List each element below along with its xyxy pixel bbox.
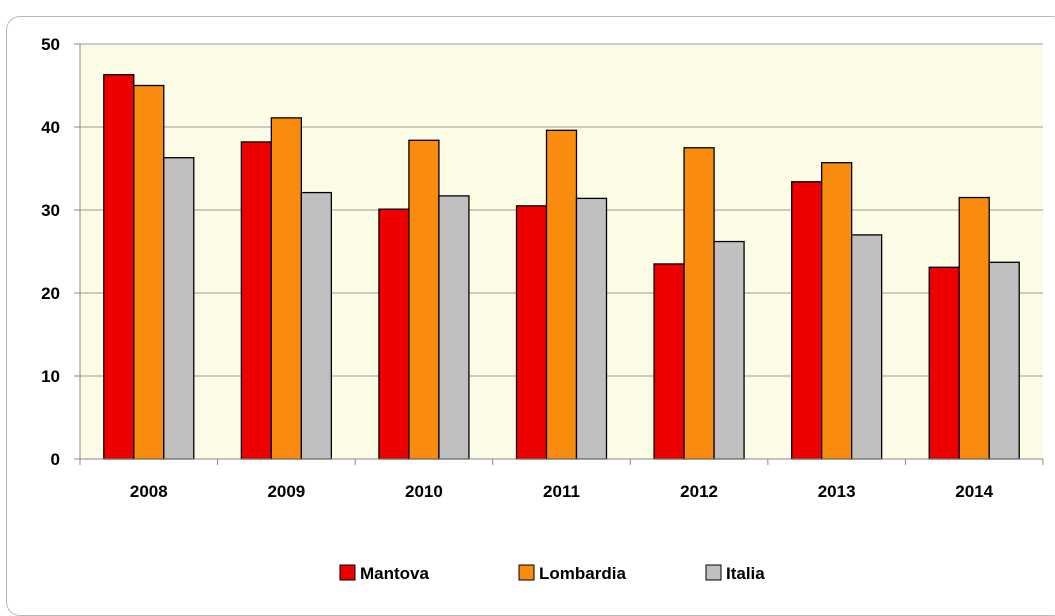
- bar-italia-2009: [300, 191, 333, 460]
- axes: [79, 44, 1044, 465]
- bar-lombardia-2012: [683, 147, 715, 460]
- y-tick-labels: 0 10 20 30 40 50: [41, 35, 80, 469]
- legend-label-lombardia: Lombardia: [539, 564, 626, 583]
- x-tick-labels: 2008 2009 2010 2011 2012 2013 2014: [130, 482, 994, 501]
- bar-mantova-2013: [790, 181, 823, 460]
- bar-mantova-2010: [378, 208, 410, 460]
- bar-lombardia-2014: [958, 196, 990, 460]
- y-tick-label: 40: [41, 118, 60, 137]
- x-tick-label: 2011: [543, 482, 580, 501]
- bars: [103, 74, 1020, 460]
- x-tick-label: 2010: [405, 482, 443, 501]
- y-tick-label: 50: [41, 35, 60, 54]
- legend-swatch-mantova: [339, 564, 356, 581]
- x-tick-label: 2013: [818, 482, 856, 501]
- legend: Mantova Lombardia Italia: [339, 564, 765, 583]
- bar-italia-2014: [988, 261, 1020, 460]
- bar-lombardia-2009: [270, 117, 303, 460]
- bar-italia-2011: [575, 197, 608, 460]
- x-tick-label: 2008: [130, 482, 168, 501]
- legend-swatch-italia: [705, 564, 722, 581]
- bar-lombardia-2011: [545, 129, 578, 460]
- bar-mantova-2008: [103, 74, 135, 460]
- x-tick-label: 2012: [680, 482, 718, 501]
- y-tick-label: 10: [41, 367, 60, 386]
- bar-italia-2012: [713, 240, 745, 460]
- bar-lombardia-2008: [133, 84, 165, 460]
- y-tick-label: 20: [41, 284, 60, 303]
- legend-label-mantova: Mantova: [360, 564, 430, 583]
- bar-lombardia-2010: [408, 139, 440, 460]
- y-tick-label: 0: [51, 450, 60, 469]
- bar-italia-2010: [438, 195, 470, 460]
- y-tick-label: 30: [41, 201, 60, 220]
- bar-lombardia-2013: [820, 162, 853, 460]
- bar-mantova-2011: [515, 205, 548, 460]
- bar-mantova-2014: [928, 266, 960, 460]
- bar-italia-2013: [850, 234, 883, 460]
- x-tick-label: 2009: [267, 482, 305, 501]
- legend-label-italia: Italia: [726, 564, 765, 583]
- bar-italia-2008: [163, 157, 195, 460]
- x-tick-label: 2014: [955, 482, 993, 501]
- bar-mantova-2012: [653, 263, 685, 460]
- legend-swatch-lombardia: [518, 564, 535, 581]
- bar-mantova-2009: [240, 141, 273, 460]
